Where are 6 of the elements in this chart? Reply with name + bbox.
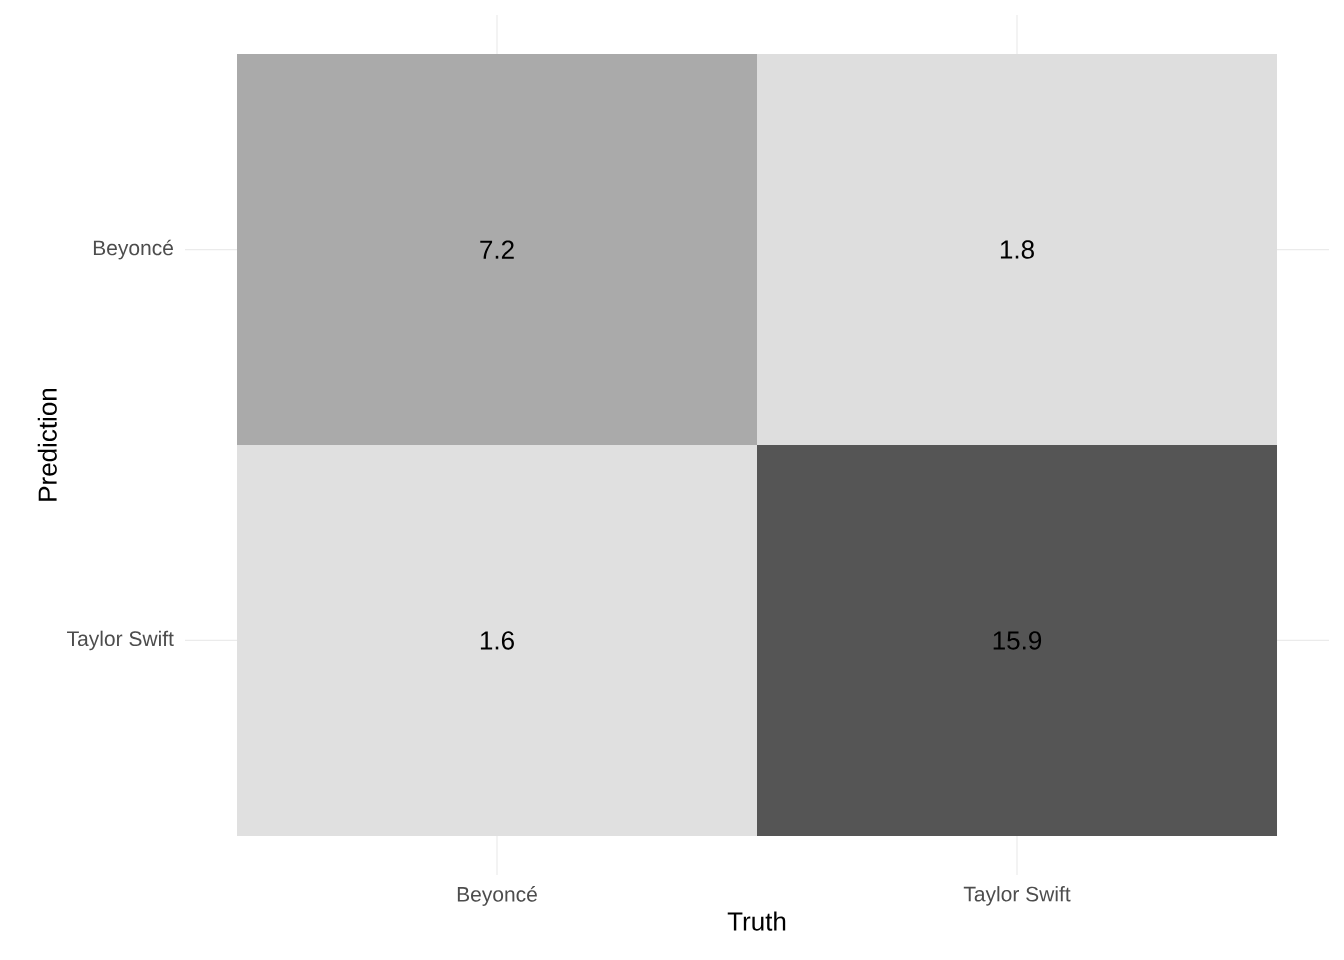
data-label: 15.9 [993, 631, 1042, 650]
x-axis-title: Truth [727, 911, 786, 931]
data-label: 1.8 [1000, 240, 1034, 259]
y-axis-title: Prediction [37, 388, 57, 501]
data-label: 7.2 [480, 240, 514, 259]
data-label: 1.6 [480, 631, 514, 650]
